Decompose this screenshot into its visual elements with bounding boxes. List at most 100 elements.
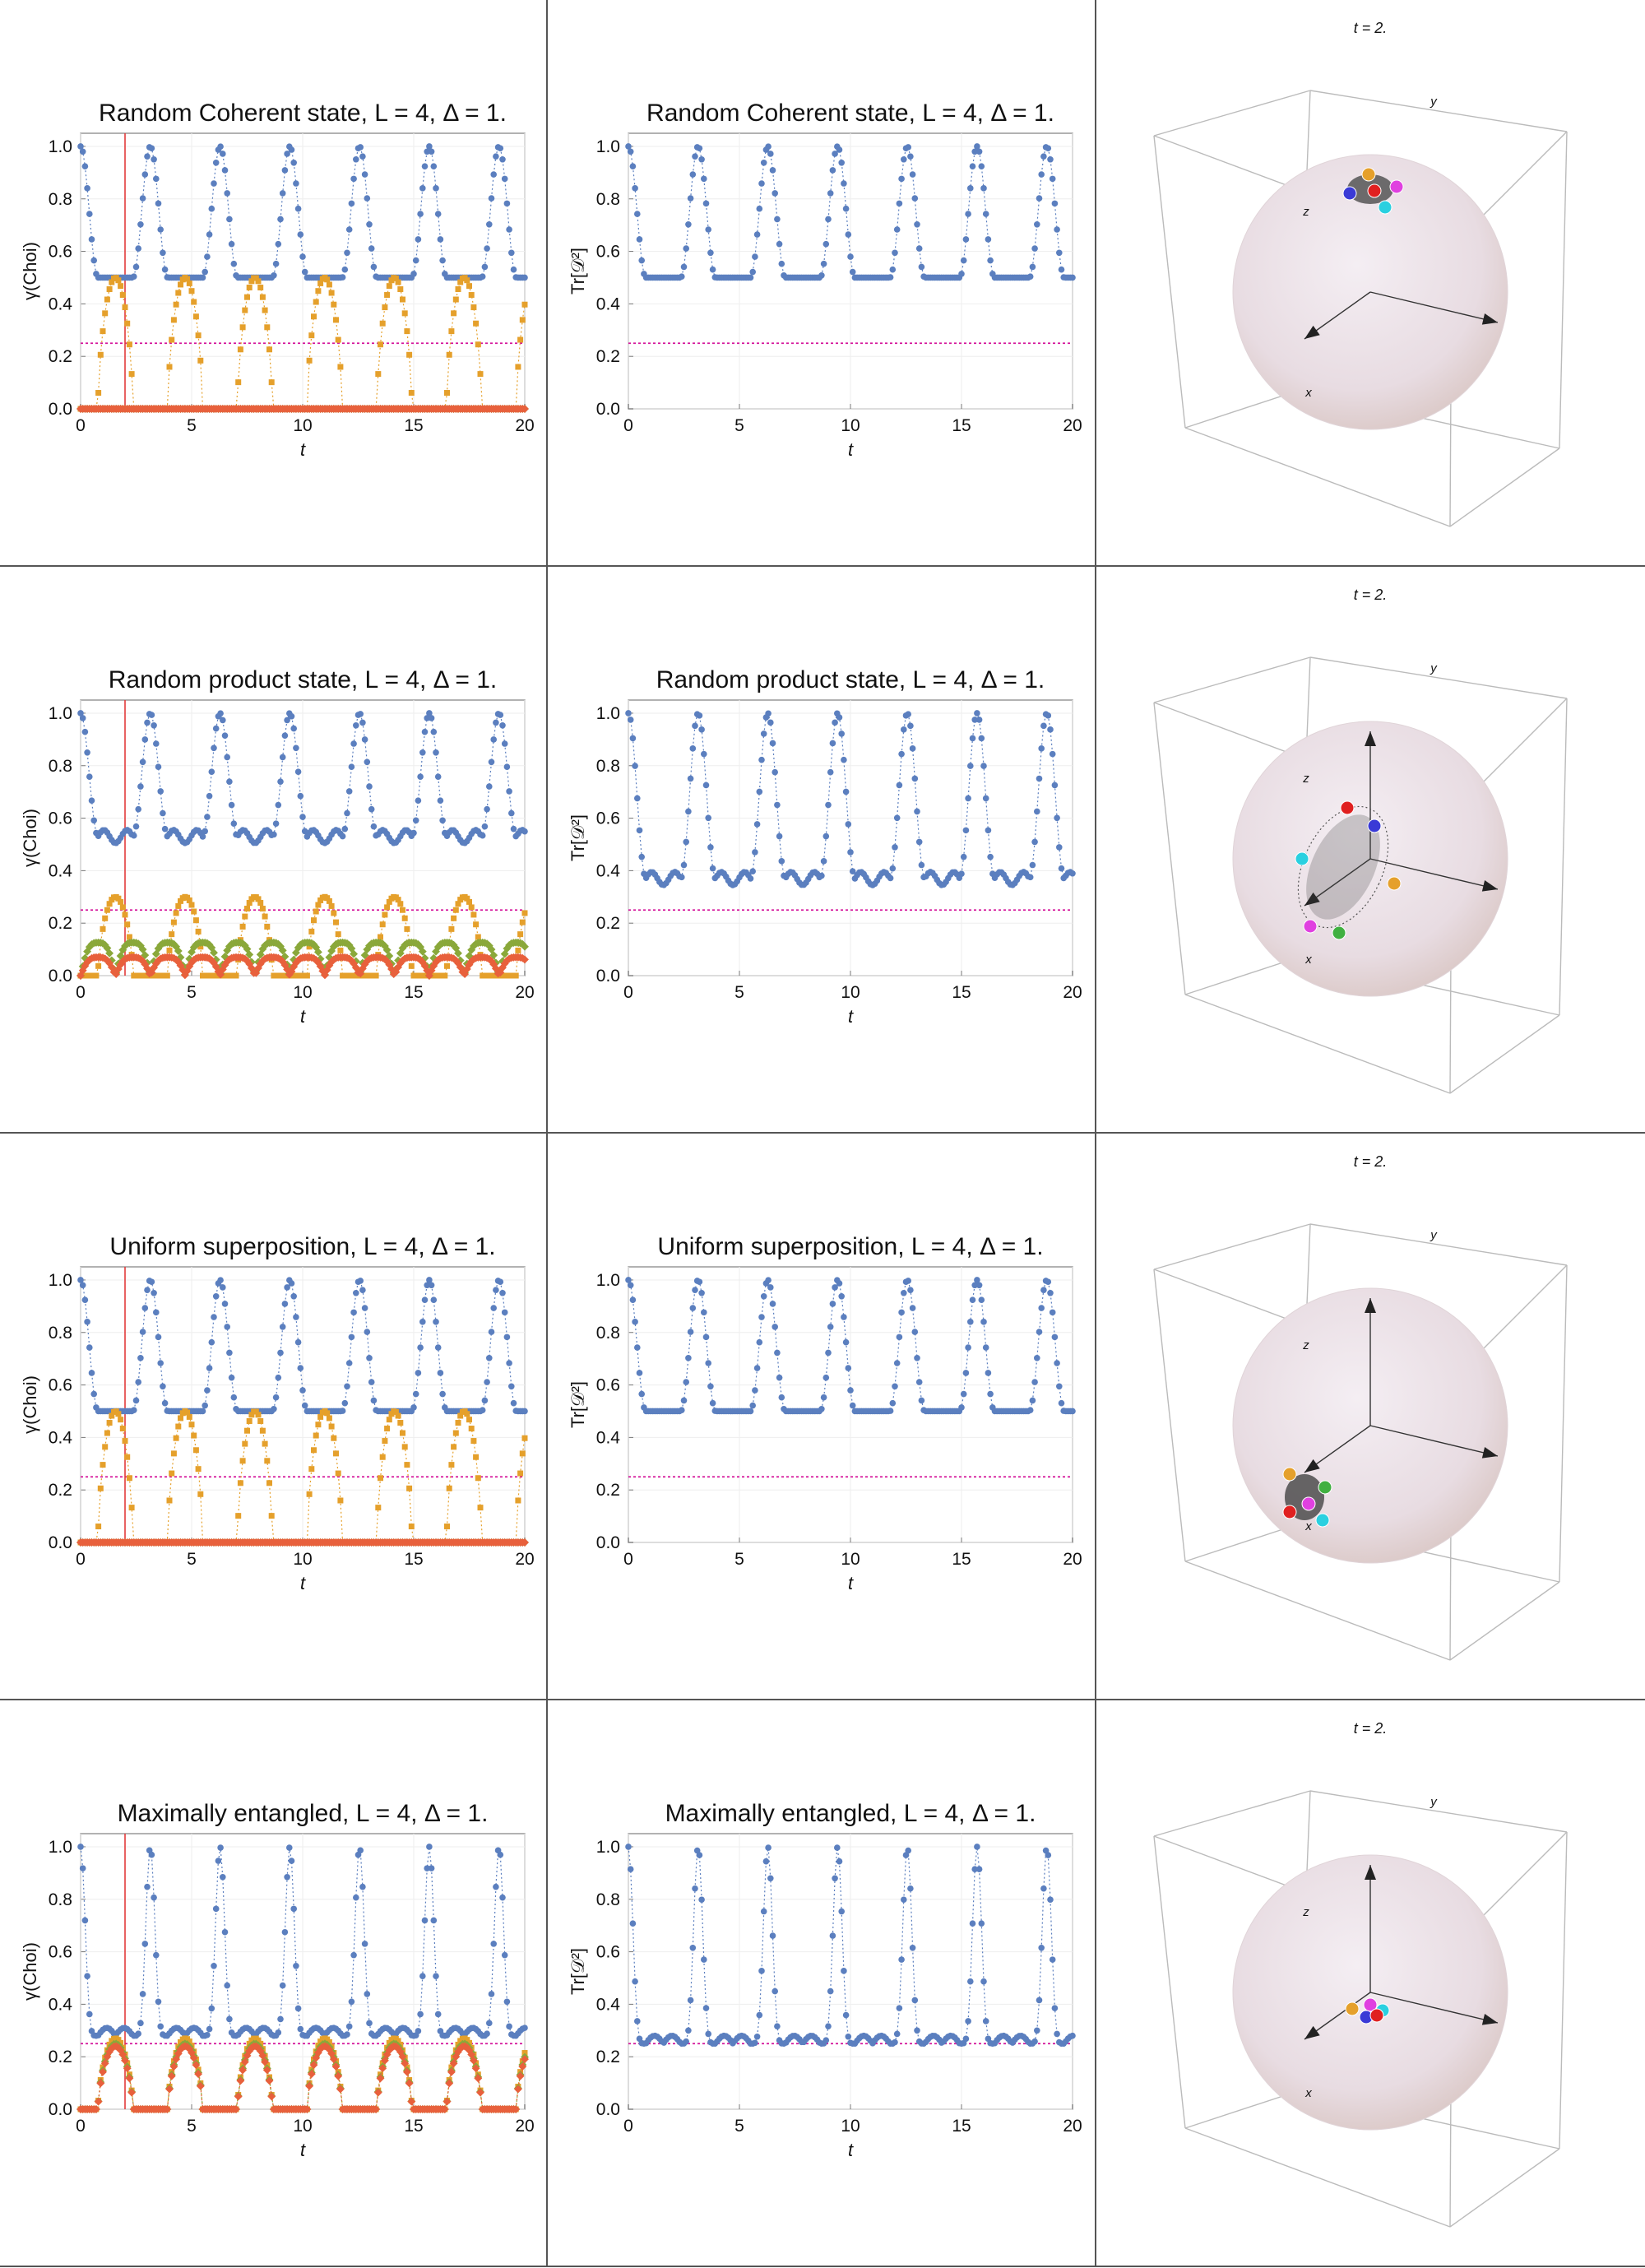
data-point	[257, 285, 264, 291]
data-point	[169, 931, 175, 938]
data-point	[769, 740, 776, 747]
data-point	[905, 1278, 911, 1284]
data-point	[348, 1998, 355, 2006]
data-point	[474, 2074, 483, 2083]
data-point	[151, 1289, 157, 1296]
ytick-label: 0.2	[49, 2048, 72, 2066]
data-point	[105, 948, 114, 958]
series-0	[625, 710, 1076, 888]
data-point	[226, 1349, 233, 1357]
data-point	[749, 1402, 756, 1409]
plot-area: 0.0 0.2 0.4 0.6 0.8 1.0 0 5 10 15 20 t γ(Choi) Random…	[20, 100, 535, 460]
data-point	[173, 910, 179, 916]
data-point	[141, 1941, 149, 1947]
data-point	[501, 740, 508, 747]
data-point	[758, 1968, 765, 1974]
data-point	[687, 1997, 694, 2004]
y-axis-label: γ(Choi)	[20, 242, 40, 300]
data-point	[224, 1324, 231, 1330]
data-point	[521, 2025, 528, 2031]
data-point	[842, 788, 850, 795]
ytick-label: 1.0	[596, 137, 620, 156]
cube-edge	[1559, 1831, 1568, 2150]
time-label: t = 2.	[1354, 1153, 1388, 1170]
data-point	[368, 245, 375, 252]
x-axis-label: t	[848, 439, 854, 460]
data-point	[102, 915, 109, 921]
data-point	[1036, 1329, 1043, 1335]
xtick-label: 0	[76, 1550, 86, 1569]
data-point	[765, 1844, 772, 1851]
data-point	[1054, 226, 1060, 233]
data-point	[747, 1408, 754, 1415]
data-point	[1029, 861, 1036, 869]
state-marker	[1295, 851, 1309, 866]
data-point	[980, 763, 987, 769]
data-point	[767, 719, 774, 726]
x-axis-arrow-head	[1304, 1459, 1320, 1473]
cube-edge	[1153, 1223, 1311, 1270]
data-point	[437, 1370, 444, 1376]
data-point	[772, 768, 778, 776]
data-point	[255, 1412, 262, 1418]
data-point	[121, 2056, 129, 2065]
data-point	[493, 1883, 499, 1890]
data-point	[161, 1399, 169, 1407]
data-point	[481, 823, 489, 830]
ytick-label: 0.2	[49, 347, 72, 366]
data-point	[153, 1951, 160, 1959]
data-point	[444, 1524, 450, 1530]
data-point	[221, 167, 229, 174]
data-point	[418, 947, 427, 956]
cube-edge	[1153, 90, 1311, 137]
data-point	[769, 1932, 776, 1939]
data-point	[290, 159, 298, 166]
data-point	[911, 775, 919, 782]
data-point	[756, 205, 763, 212]
y-axis-label: γ(Choi)	[20, 1375, 40, 1434]
data-point	[359, 1287, 366, 1293]
data-point	[1034, 808, 1040, 815]
y-axis-label: y	[1430, 95, 1438, 109]
data-point	[91, 2105, 100, 2113]
data-point	[905, 1847, 911, 1854]
data-point	[122, 911, 128, 918]
data-point	[914, 220, 920, 228]
data-point	[490, 736, 497, 743]
cube-edge	[1559, 131, 1568, 449]
data-point	[836, 1858, 843, 1865]
data-point	[479, 1407, 486, 1413]
data-point	[204, 814, 211, 820]
data-point	[126, 1475, 132, 1482]
data-point	[288, 712, 295, 720]
data-point	[119, 1426, 126, 1432]
ytick-label: 0.6	[596, 809, 620, 828]
data-point	[417, 1344, 424, 1351]
data-point	[170, 1450, 177, 1457]
data-point	[294, 1338, 302, 1346]
ytick-label: 1.0	[49, 137, 72, 156]
data-point	[106, 286, 113, 293]
data-point	[421, 1296, 429, 1303]
data-point	[488, 758, 495, 766]
data-point	[166, 947, 173, 953]
data-point	[353, 1289, 359, 1296]
data-point	[109, 1412, 115, 1419]
data-point	[958, 271, 965, 277]
data-point	[477, 371, 484, 378]
data-point	[294, 768, 302, 775]
bloch-panel: t = 2. y x z	[1096, 567, 1645, 1134]
data-point	[887, 1408, 894, 1414]
data-point	[760, 1292, 767, 1300]
data-point	[765, 710, 772, 717]
data-point	[361, 1305, 368, 1311]
data-point	[348, 1333, 355, 1341]
data-point	[519, 1450, 526, 1457]
ytick-label: 0.2	[596, 2048, 620, 2066]
data-point	[829, 1932, 836, 1939]
data-point	[139, 1991, 146, 1997]
data-point	[286, 1844, 293, 1851]
xtick-label: 5	[187, 416, 197, 435]
data-point	[313, 1432, 319, 1439]
data-point	[217, 1844, 224, 1851]
